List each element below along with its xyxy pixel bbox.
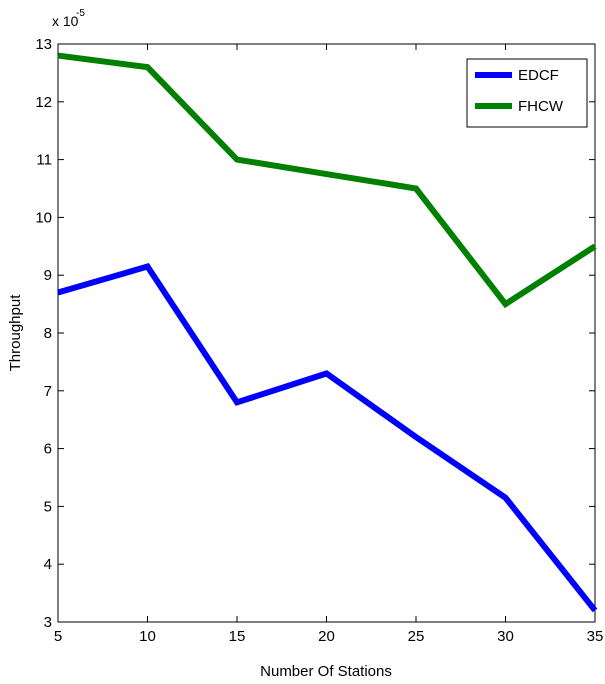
x-tick-label: 10 <box>139 628 156 645</box>
y-scale-factor: x 10 <box>52 13 79 29</box>
x-tick-label: 15 <box>229 628 246 645</box>
x-axis-label: Number Of Stations <box>260 663 392 680</box>
y-scale-exponent: -5 <box>76 8 85 19</box>
y-tick-label: 11 <box>36 152 52 169</box>
y-tick-label: 10 <box>35 209 52 226</box>
axes-layer: 5 10 15 20 25 30 35 3 4 5 6 7 8 9 10 11 12 13 <box>35 36 603 645</box>
legend-label-fhcw: FHCW <box>518 98 564 115</box>
y-tick-label: 9 <box>44 267 52 284</box>
y-tick-label: 12 <box>35 94 52 111</box>
x-tick-label: 35 <box>587 628 604 645</box>
x-tick-label: 20 <box>318 628 335 645</box>
legend: EDCF FHCW <box>466 58 588 128</box>
y-tick-label: 13 <box>35 36 52 53</box>
series-line-edcf <box>57 263 598 613</box>
series-layer <box>57 52 598 613</box>
x-tick-label: 30 <box>497 628 514 645</box>
legend-label-edcf: EDCF <box>518 67 559 84</box>
y-tick-label: 4 <box>44 556 52 573</box>
plot-area <box>57 43 596 623</box>
series-line-fhcw <box>57 52 597 309</box>
x-tick-label: 5 <box>54 628 62 645</box>
y-tick-label: 8 <box>44 325 52 342</box>
y-tick-label: 5 <box>44 498 52 515</box>
y-tick-label: 3 <box>44 614 52 631</box>
legend-box <box>466 58 588 128</box>
y-tick-label: 7 <box>44 383 52 400</box>
x-tick-label: 25 <box>408 628 425 645</box>
y-axis-label: Throughput <box>7 294 24 372</box>
y-tick-label: 6 <box>44 441 52 458</box>
